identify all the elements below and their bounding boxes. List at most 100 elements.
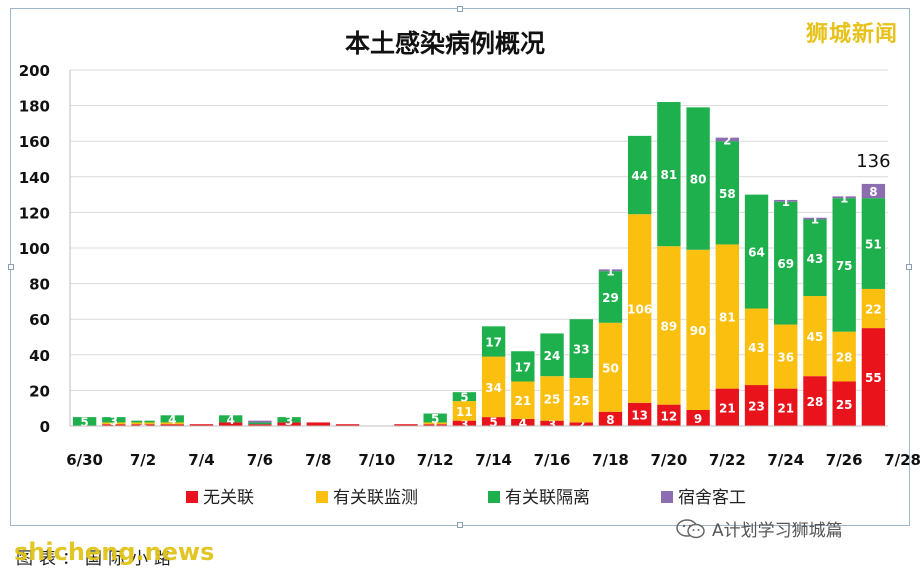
bar-segment bbox=[657, 246, 681, 405]
x-tick-label: 7/18 bbox=[592, 451, 629, 469]
x-axis: 6/30 7/2 7/4 7/6 7/8 7/10 7/12 7/14 7/16 7/18 7/20… bbox=[66, 425, 921, 469]
segment-label: 106 bbox=[627, 303, 652, 317]
bar-segment bbox=[861, 183, 886, 199]
legend-label: 无关联 bbox=[203, 488, 254, 508]
wechat-label: A计划学习狮城篇 bbox=[712, 521, 843, 541]
bar-segment bbox=[598, 411, 623, 426]
x-tick-label: 7/22 bbox=[709, 451, 746, 469]
resize-handle-left[interactable] bbox=[8, 264, 14, 270]
bar-segment bbox=[803, 217, 827, 220]
resize-handle-bottom[interactable] bbox=[457, 522, 463, 528]
segment-label: 1 bbox=[431, 417, 439, 431]
bar-segment bbox=[657, 404, 681, 426]
bar-segment bbox=[160, 422, 184, 425]
x-tick-label: 7/28 bbox=[884, 451, 921, 469]
bar-segment bbox=[715, 137, 740, 142]
bar-segment bbox=[481, 326, 506, 357]
segment-label: 3 bbox=[460, 417, 468, 431]
bar-segment bbox=[160, 415, 184, 423]
bar-segment bbox=[832, 196, 856, 199]
resize-handle-top[interactable] bbox=[457, 6, 463, 12]
y-tick-label: 200 bbox=[19, 62, 50, 80]
segment-label: 44 bbox=[631, 169, 648, 183]
legend: 无关联 有关联监测 有关联隔离 宿舍客工 bbox=[186, 488, 746, 508]
bar-segment bbox=[160, 424, 184, 426]
bar-segment bbox=[423, 422, 447, 425]
bar-segment bbox=[715, 141, 740, 245]
bar-segment bbox=[569, 377, 593, 423]
bar-segment bbox=[627, 135, 652, 215]
bar-segment bbox=[72, 417, 97, 426]
segment-label: 23 bbox=[748, 400, 765, 414]
segment-label: 33 bbox=[573, 343, 590, 357]
bar-segment bbox=[715, 244, 740, 389]
bars: 5 13 1 4 4 3 15 3115534174211732524225338502911… bbox=[72, 102, 891, 432]
segment-label: 51 bbox=[865, 238, 882, 252]
bar-segment bbox=[452, 401, 477, 421]
legend-label: 有关联隔离 bbox=[505, 488, 590, 508]
bar-segment bbox=[511, 351, 535, 382]
bar-segment bbox=[423, 424, 447, 426]
wechat-tag: A计划学习狮城篇 bbox=[676, 516, 843, 541]
segment-label: 36 bbox=[777, 351, 794, 365]
bar-segment bbox=[832, 331, 856, 382]
segment-label: 5 bbox=[80, 416, 88, 430]
legend-item: 有关联隔离 bbox=[488, 488, 590, 508]
bar-segment bbox=[598, 271, 623, 323]
segment-label: 1 bbox=[782, 195, 790, 209]
bar-segment bbox=[102, 417, 126, 423]
bar-segment bbox=[481, 417, 506, 426]
bar-segment bbox=[102, 424, 126, 426]
segment-label: 25 bbox=[544, 392, 561, 406]
segment-label: 5 bbox=[431, 412, 439, 426]
resize-handle-right[interactable] bbox=[906, 264, 912, 270]
bar-segment bbox=[803, 296, 827, 377]
segment-label: 81 bbox=[661, 168, 678, 182]
bar-segment bbox=[131, 420, 155, 423]
segment-label: 24 bbox=[544, 349, 561, 363]
bar-segment bbox=[189, 424, 214, 426]
segment-label: 13 bbox=[631, 408, 648, 422]
segment-label: 21 bbox=[719, 401, 736, 415]
segment-label: 2 bbox=[723, 133, 731, 147]
segment-label: 90 bbox=[690, 324, 707, 338]
segment-label: 21 bbox=[514, 394, 531, 408]
y-tick-label: 100 bbox=[19, 240, 50, 258]
segment-label: 3 bbox=[548, 417, 556, 431]
x-tick-label: 7/24 bbox=[767, 451, 804, 469]
segment-label: 80 bbox=[690, 173, 707, 187]
bar-segment bbox=[248, 424, 272, 426]
bar-segment bbox=[511, 418, 535, 426]
segment-label: 3 bbox=[285, 414, 293, 428]
segment-label: 89 bbox=[661, 319, 678, 333]
bar-segment bbox=[452, 392, 477, 402]
segment-label: 22 bbox=[865, 303, 882, 317]
legend-item: 无关联 bbox=[186, 488, 254, 508]
bar-segment bbox=[803, 376, 827, 426]
bar-segment bbox=[277, 417, 301, 423]
bar-segment bbox=[248, 420, 272, 423]
bar-segment bbox=[657, 102, 681, 247]
bar-segment bbox=[744, 308, 769, 386]
segment-label: 4 bbox=[226, 413, 234, 427]
bar-segment bbox=[218, 415, 243, 423]
x-tick-label: 6/30 bbox=[66, 451, 103, 469]
y-tick-label: 160 bbox=[19, 133, 50, 151]
segment-label: 28 bbox=[836, 351, 853, 365]
bar-segment bbox=[627, 402, 652, 426]
segment-label: 1 bbox=[811, 213, 819, 227]
total-label: 136 bbox=[856, 151, 890, 172]
segment-label: 69 bbox=[777, 257, 794, 271]
x-tick-label: 7/16 bbox=[534, 451, 571, 469]
segment-label: 2 bbox=[577, 418, 585, 432]
x-tick-label: 7/8 bbox=[305, 451, 331, 469]
y-axis: 0 20 40 60 80 100 120 140 160 180 200 bbox=[19, 62, 71, 436]
bar-segment bbox=[803, 219, 827, 297]
legend-swatch bbox=[186, 491, 198, 503]
bar-segment bbox=[686, 107, 710, 250]
bar-segment bbox=[540, 376, 564, 421]
y-tick-label: 180 bbox=[19, 98, 50, 116]
bar-segment bbox=[774, 324, 798, 389]
legend-label: 宿舍客工 bbox=[678, 488, 746, 508]
